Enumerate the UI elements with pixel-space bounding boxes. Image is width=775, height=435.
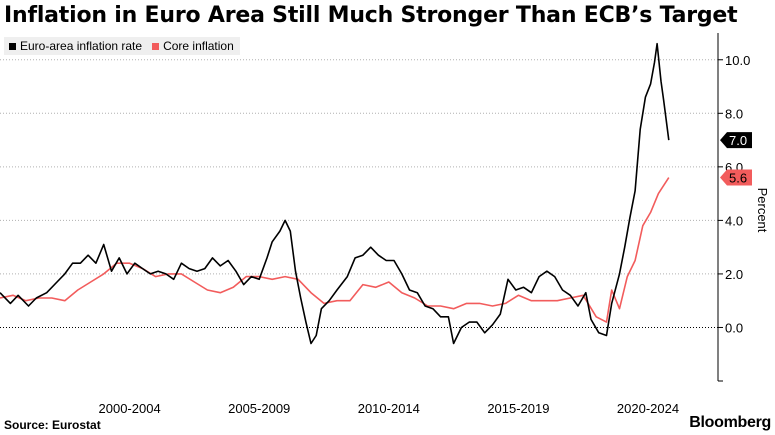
x-tick-label: 2010-2014 <box>358 401 420 416</box>
bloomberg-logo: Bloomberg <box>689 414 771 431</box>
chart-legend: Euro-area inflation rate Core inflation <box>4 37 240 55</box>
end-label-value: 5.6 <box>729 171 747 186</box>
x-tick-label: 2000-2004 <box>99 401 161 416</box>
x-tick-label: 2005-2009 <box>228 401 290 416</box>
y-tick-label: 2.0 <box>725 267 743 282</box>
y-axis-label: Percent <box>755 188 770 233</box>
legend-label-headline: Euro-area inflation rate <box>20 39 143 53</box>
chart-title: Inflation in Euro Area Still Much Strong… <box>4 3 738 28</box>
x-tick-label: 2020-2024 <box>617 401 679 416</box>
series-line-core <box>0 177 670 323</box>
end-label-headline: 7.0 <box>720 132 752 149</box>
end-value-labels: 7.0 5.6 <box>720 132 752 186</box>
legend-swatch-core <box>152 42 160 50</box>
source-note: Source: Eurostat <box>4 418 101 432</box>
end-label-tag <box>720 169 752 186</box>
series-lines <box>0 42 670 345</box>
y-tick-label: 10.0 <box>725 53 750 68</box>
end-label-core: 5.6 <box>720 169 752 186</box>
legend-item-headline: Euro-area inflation rate <box>9 39 142 53</box>
y-tick-label: 8.0 <box>725 106 743 121</box>
end-label-value: 7.0 <box>729 133 747 148</box>
x-axis-ticks: 2000-2004 2005-2009 2010-2014 2015-2019 2020… <box>99 401 680 416</box>
gridlines <box>0 59 718 328</box>
y-tick-label: 0.0 <box>725 320 743 335</box>
legend-label-core: Core inflation <box>163 39 234 53</box>
y-axis-ticks: 0.02.04.06.08.010.0 <box>718 53 750 382</box>
end-label-tag <box>720 132 752 149</box>
legend-item-core: Core inflation <box>152 39 234 53</box>
y-tick-label: 4.0 <box>725 213 743 228</box>
series-line-headline <box>0 42 670 345</box>
legend-swatch-headline <box>9 42 16 50</box>
x-tick-label: 2015-2019 <box>487 401 549 416</box>
